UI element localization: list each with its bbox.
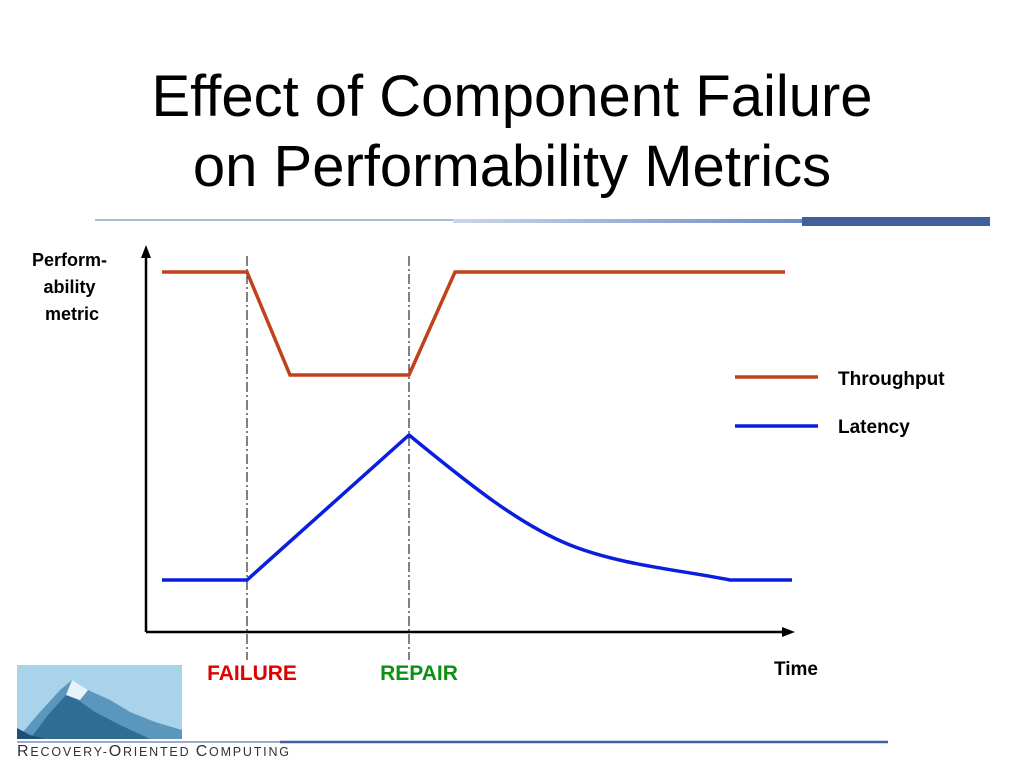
x-axis-arrowhead	[782, 627, 795, 637]
title-divider	[95, 217, 990, 226]
logo-mountain-snow	[66, 680, 88, 700]
logo-foreground	[17, 728, 45, 739]
slide-title: Effect of Component Failure on Performab…	[0, 62, 1024, 202]
latency-line	[162, 433, 792, 582]
axes	[141, 245, 795, 637]
footer-branding: RECOVERY-ORIENTED COMPUTING	[17, 743, 291, 760]
title-divider-accent-bar	[802, 217, 990, 226]
legend-throughput-label: Throughput	[838, 369, 945, 390]
legend: Throughput Latency	[735, 369, 945, 438]
throughput-line	[162, 270, 785, 377]
title-divider-thin	[95, 219, 455, 221]
y-axis-label-line-3: metric	[45, 304, 99, 324]
y-axis-arrowhead	[141, 245, 151, 258]
footer-logo	[17, 665, 182, 739]
title-line-1: Effect of Component Failure	[151, 64, 873, 129]
y-axis-label-line-1: Perform-	[32, 250, 107, 270]
failure-label: FAILURE	[207, 662, 297, 685]
logo-mountain-shadow	[30, 695, 150, 739]
title-divider-mid	[453, 219, 803, 223]
y-axis-label-line-2: ability	[43, 277, 95, 297]
repair-label: REPAIR	[380, 662, 458, 685]
x-axis-label: Time	[774, 659, 818, 680]
legend-latency-label: Latency	[838, 417, 910, 438]
title-line-2: on Performability Metrics	[192, 134, 832, 199]
y-axis-label: Perform- ability metric	[32, 250, 112, 324]
